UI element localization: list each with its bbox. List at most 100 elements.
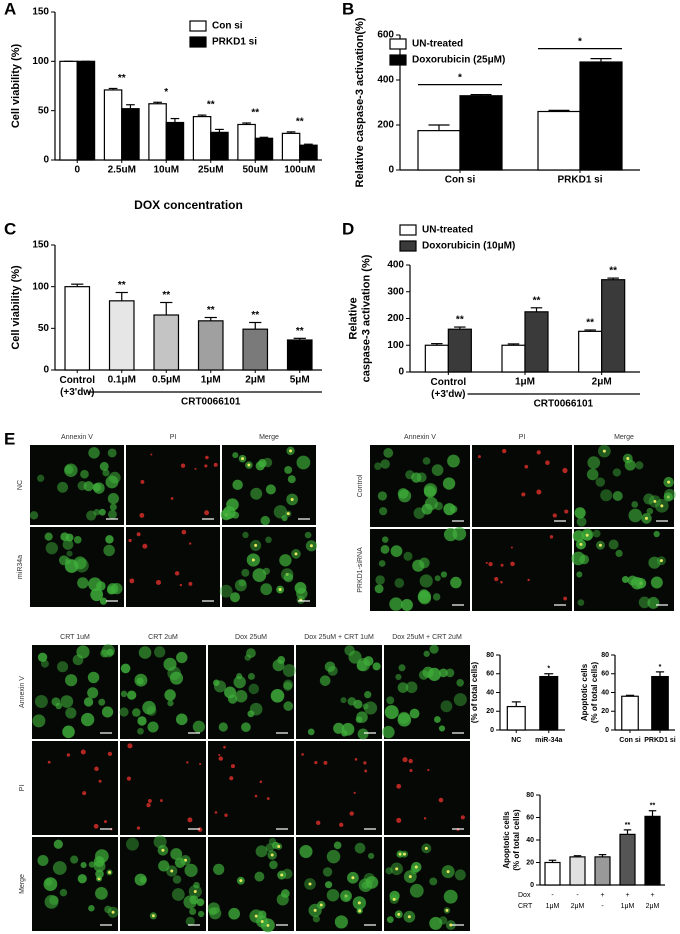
y-tick-label: 0 — [43, 365, 49, 376]
cell — [226, 498, 239, 511]
bar — [299, 144, 318, 161]
cell — [333, 722, 345, 734]
cell — [65, 707, 77, 719]
cell — [402, 757, 408, 763]
cell — [643, 493, 655, 505]
cell — [107, 751, 113, 757]
cell — [170, 848, 183, 861]
row-label: PI — [19, 785, 26, 792]
cell — [255, 845, 268, 858]
x-tick-label: Con si — [445, 175, 476, 186]
cell — [34, 694, 48, 708]
error-bar — [623, 829, 632, 835]
bar — [594, 856, 611, 886]
cell — [153, 835, 167, 849]
x-tick-label: 50uM — [242, 165, 268, 176]
cell — [189, 908, 197, 916]
legend-label: UN-treated — [422, 225, 473, 236]
cell — [379, 507, 388, 516]
bar — [148, 103, 167, 161]
error-bar — [454, 326, 466, 330]
cell — [270, 688, 285, 703]
cell — [262, 457, 273, 468]
cell — [312, 915, 320, 923]
bar — [210, 131, 229, 161]
micrograph-bg — [574, 529, 674, 611]
bar — [537, 110, 581, 171]
cell — [299, 844, 313, 859]
cell — [107, 448, 117, 458]
y-tick-label: 50 — [38, 323, 50, 334]
cell — [137, 716, 147, 726]
micrograph — [296, 741, 382, 835]
cell — [109, 503, 117, 511]
cell-overlap — [170, 869, 174, 873]
cell — [545, 460, 550, 466]
cell — [521, 492, 526, 497]
cell — [64, 464, 74, 474]
cell — [199, 763, 202, 766]
cell — [283, 701, 294, 711]
micrograph — [208, 645, 296, 739]
bar — [578, 330, 603, 373]
cell-overlap — [294, 552, 298, 556]
cell — [653, 530, 660, 538]
cell — [386, 696, 395, 705]
row-value: 1μM — [546, 903, 560, 910]
significance: ** — [625, 822, 631, 829]
cell — [188, 542, 192, 545]
column-label: Dox 25uM + CRT 1uM — [304, 634, 374, 641]
cell — [396, 783, 402, 789]
cell — [167, 700, 174, 707]
bar — [59, 60, 78, 161]
bar — [192, 115, 212, 161]
cell — [53, 839, 63, 849]
cell — [213, 680, 227, 693]
panel-label: A — [4, 0, 16, 18]
column-label: Dox 25uM — [235, 634, 267, 641]
cell — [194, 467, 197, 470]
legend-label: UN-treated — [412, 39, 463, 50]
cell — [73, 535, 82, 544]
panel-label: D — [342, 219, 354, 238]
cell — [408, 758, 413, 764]
cell — [229, 776, 234, 781]
micrograph-bg — [296, 741, 382, 835]
micrograph — [126, 527, 220, 607]
cell — [213, 462, 218, 467]
cell — [72, 654, 84, 666]
cell — [389, 890, 400, 902]
cell — [477, 455, 481, 459]
bar — [76, 60, 96, 161]
bar — [242, 328, 269, 371]
cell — [427, 667, 441, 681]
cell — [427, 768, 430, 772]
row-label: Merge — [19, 874, 26, 894]
cell — [500, 580, 503, 584]
cell — [382, 725, 395, 739]
significance: ** — [118, 73, 126, 84]
x-tick-label: Control (+3'dw) — [431, 377, 467, 400]
cell — [454, 869, 466, 881]
y-tick-label: 100 — [32, 281, 49, 292]
error-bar — [249, 321, 262, 330]
cell-overlap — [660, 504, 664, 508]
cell — [102, 469, 110, 477]
cell — [127, 690, 137, 700]
cell — [343, 894, 350, 901]
cell — [413, 507, 426, 519]
bar — [459, 95, 503, 171]
legend-swatch — [189, 36, 207, 48]
error-bar — [530, 307, 543, 312]
y-axis-label-line: caspase-3 activation (%) — [360, 254, 372, 382]
micrograph-bg — [472, 529, 572, 611]
y-tick-label: 40 — [526, 837, 534, 844]
cell — [354, 842, 366, 854]
x-tick-label: 100uM — [284, 165, 315, 176]
cell — [88, 577, 102, 591]
bar — [417, 130, 461, 171]
cell — [94, 766, 99, 772]
column-label: PI — [519, 434, 526, 441]
cell — [362, 703, 369, 710]
cell — [442, 477, 456, 490]
